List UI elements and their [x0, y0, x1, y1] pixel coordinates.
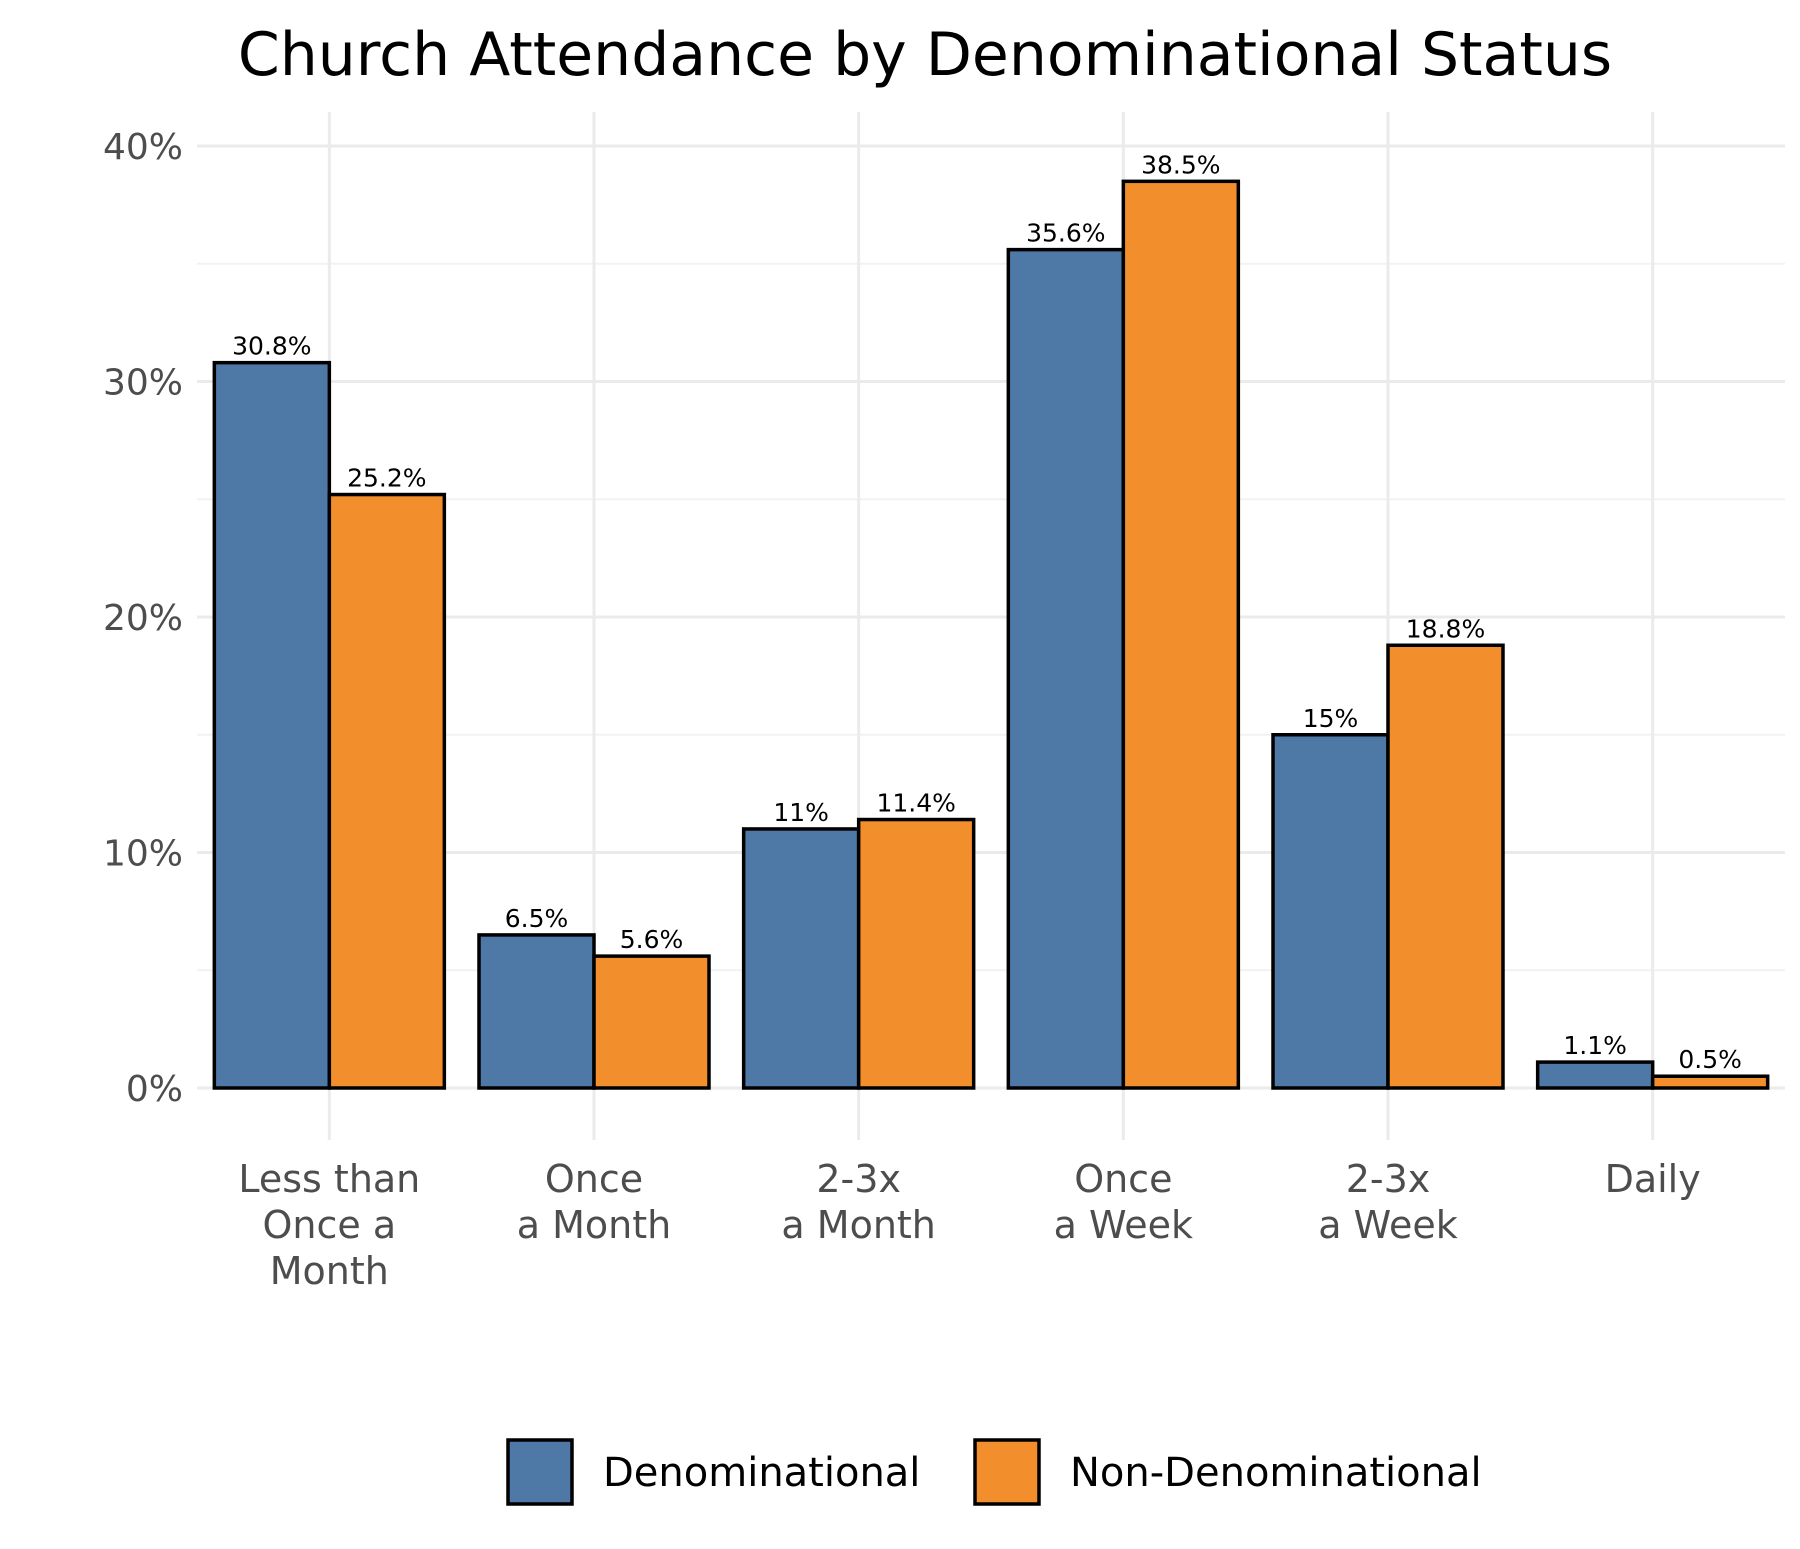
x-tick-label: Once a Month [517, 1157, 671, 1247]
bar-denominational [212, 360, 332, 1090]
y-tick-label: 10% [103, 834, 183, 875]
x-tick-label: Daily [1605, 1157, 1701, 1201]
data-label: 6.5% [505, 904, 569, 933]
data-label: 11.4% [876, 789, 955, 818]
x-tick-label: 2-3x a Month [781, 1157, 935, 1247]
bar-non-denominational [327, 492, 447, 1090]
legend: Denominational Non-Denominational [506, 1438, 1482, 1506]
y-tick-label: 30% [103, 363, 183, 404]
bar-denominational [741, 827, 861, 1090]
y-axis: 0% 10% 20% 30% 40% [103, 127, 183, 1110]
data-label: 30.8% [232, 332, 311, 361]
x-tick-label: Less than Once a Month [238, 1157, 420, 1293]
bar-denominational [477, 933, 596, 1090]
bar-non-denominational [1121, 179, 1241, 1090]
data-label: 1.1% [1563, 1031, 1627, 1060]
data-label: 35.6% [1026, 219, 1105, 248]
bar-non-denominational [592, 954, 711, 1090]
legend-label: Denominational [603, 1450, 920, 1496]
legend-label: Non-Denominational [1070, 1450, 1482, 1496]
y-tick-label: 0% [126, 1069, 183, 1110]
x-axis: Less than Once a Month Once a Month 2-3x a Mon… [238, 1157, 1700, 1293]
y-tick-label: 40% [103, 127, 183, 168]
data-label: 15% [1303, 704, 1359, 733]
data-label: 0.5% [1678, 1045, 1742, 1074]
data-label: 38.5% [1141, 150, 1220, 179]
bar-denominational [1271, 733, 1390, 1090]
bar-non-denominational [1650, 1074, 1770, 1090]
data-label: 18.8% [1406, 614, 1485, 643]
legend-swatch [506, 1438, 574, 1506]
x-tick-label: 2-3x a Week [1318, 1157, 1457, 1247]
y-tick-label: 20% [103, 598, 183, 639]
chart-title: Church Attendance by Denominational Stat… [238, 20, 1612, 90]
legend-swatch [973, 1438, 1041, 1506]
data-label: 11% [773, 798, 829, 827]
data-label: 5.6% [620, 925, 684, 954]
bar-non-denominational [856, 817, 976, 1090]
bar-non-denominational [1386, 643, 1505, 1090]
data-label: 25.2% [347, 464, 426, 493]
bars: 30.8% 25.2% 6.5% 5.6% 11% 11.4% 35.6% 38.5% 15% 1… [212, 150, 1770, 1090]
bar-denominational [1006, 247, 1126, 1090]
x-tick-label: Once a Week [1054, 1157, 1193, 1247]
bar-denominational [1535, 1060, 1655, 1090]
